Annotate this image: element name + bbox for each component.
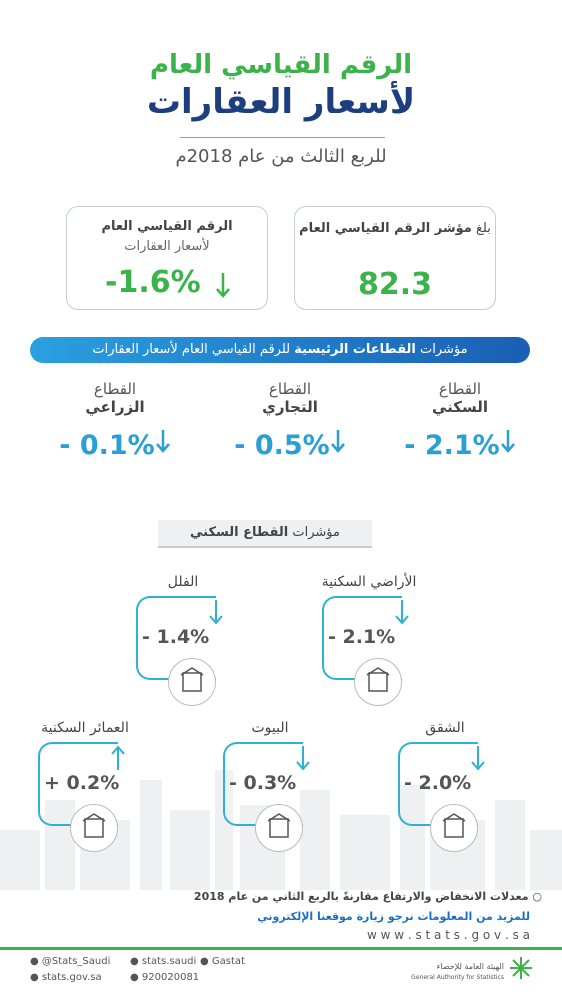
title-line1: الرقم القياسي العام	[149, 50, 413, 80]
down-arrow	[500, 430, 515, 453]
down-arrow	[209, 600, 223, 625]
index-card: بلغ مؤشر الرقم القياسي العام 82.3	[294, 206, 496, 310]
card-value: 82.3	[357, 267, 433, 302]
sector-value: - 0.1%	[40, 428, 190, 461]
sector-line1: القطاع	[93, 380, 137, 398]
down-arrow	[395, 600, 409, 625]
item-label: الأراضي السكنية	[321, 574, 417, 590]
item-value: - 1.4%	[142, 626, 210, 648]
sectors-banner: مؤشرات القطاعات الرئيسية للرقم القياسي ا…	[30, 337, 530, 363]
residential-item: الأراضي السكنية - 2.1%	[314, 574, 424, 724]
banner-prefix: مؤشرات	[420, 342, 468, 357]
building-icon	[180, 667, 204, 692]
subtitle: للربع الثالث من عام 2018م	[175, 146, 387, 167]
residential-header: مؤشرات القطاع السكني	[158, 520, 372, 548]
sector: القطاع التجاري - 0.5%	[215, 380, 365, 461]
footer-more: للمزيد من المعلومات نرجو زيارة موقعنا ال…	[257, 910, 530, 923]
item-icon	[430, 804, 478, 852]
building-icon	[442, 813, 466, 838]
footer-note: ○ معدلات الانخفاض والارتفاع مقارنةً بالر…	[193, 890, 542, 903]
contact: ● 920020081	[130, 972, 200, 983]
footer-rule	[0, 947, 562, 950]
down-arrow	[216, 273, 230, 298]
item-icon	[255, 804, 303, 852]
item-label: الفلل	[167, 574, 199, 590]
footer-url: w w w . s t a t s . g o v . s a	[366, 928, 530, 942]
residential-item: العمائر السكنية + 0.2%	[30, 720, 140, 870]
contact: ● Gastat	[200, 956, 245, 967]
sector-line2: التجاري	[262, 398, 318, 416]
divider	[180, 137, 385, 138]
item-label: الشقق	[425, 720, 465, 736]
sector-value-text: - 2.1%	[404, 430, 500, 461]
sector-value-text: - 0.5%	[234, 430, 330, 461]
logo-ar: الهيئة العامة للإحصاء	[436, 962, 504, 971]
card-label: الرقم القياسي العام	[101, 219, 233, 234]
sector-value: - 2.1%	[385, 428, 535, 461]
card-value: -1.6%	[105, 265, 201, 300]
residential-item: البيوت - 0.3%	[215, 720, 325, 870]
down-arrow	[296, 746, 310, 771]
card-label: بلغ مؤشر الرقم القياسي العام	[295, 219, 495, 239]
building-icon	[267, 813, 291, 838]
residential-item: الشقق - 2.0%	[390, 720, 500, 870]
banner-bold: القطاعات الرئيسية	[294, 342, 416, 357]
card-prefix: بلغ	[475, 221, 491, 236]
building-icon	[82, 813, 106, 838]
item-value: + 0.2%	[44, 772, 120, 794]
item-label: العمائر السكنية	[41, 720, 129, 736]
sector-line1: القطاع	[268, 380, 312, 398]
header-prefix: مؤشرات	[292, 525, 340, 540]
up-arrow	[111, 745, 125, 770]
sector-value-text: - 0.1%	[59, 430, 155, 461]
contact-text: @Stats_Saudi	[41, 956, 111, 967]
contact: ● stats.saudi	[130, 956, 197, 967]
title-line2: لأسعار العقارات	[146, 82, 416, 122]
residential-item: الفلل - 1.4%	[128, 574, 238, 724]
contact: ● stats.gov.sa	[30, 972, 102, 983]
item-icon	[354, 658, 402, 706]
logo-en: General Authority for Statistics	[411, 974, 504, 981]
card-sublabel: لأسعار العقارات	[124, 239, 210, 254]
header-bold: القطاع السكني	[190, 525, 289, 540]
item-value: - 0.3%	[229, 772, 297, 794]
sector-value: - 0.5%	[215, 428, 365, 461]
sector-line1: القطاع	[438, 380, 482, 398]
contact-text: stats.saudi	[141, 956, 197, 967]
note-text: معدلات الانخفاض والارتفاع مقارنةً بالربع…	[193, 890, 529, 903]
contact-text: stats.gov.sa	[41, 972, 102, 983]
down-arrow	[471, 746, 485, 771]
change-card: الرقم القياسي العام لأسعار العقارات -1.6…	[66, 206, 268, 310]
item-icon	[168, 658, 216, 706]
item-icon	[70, 804, 118, 852]
contact-text: 920020081	[141, 972, 200, 983]
item-value: - 2.0%	[404, 772, 472, 794]
building-icon	[366, 667, 390, 692]
sector-line2: السكني	[431, 398, 489, 416]
item-label: البيوت	[251, 720, 289, 736]
down-arrow	[155, 430, 170, 453]
item-value: - 2.1%	[328, 626, 396, 648]
sector: القطاع الزراعي - 0.1%	[40, 380, 190, 461]
banner-suffix: للرقم القياسي العام لأسعار العقارات	[92, 342, 291, 357]
contact: ● @Stats_Saudi	[30, 956, 111, 967]
contact-text: Gastat	[211, 956, 245, 967]
logo-mark	[510, 957, 532, 979]
sector-line2: الزراعي	[85, 398, 145, 416]
sector: القطاع السكني - 2.1%	[385, 380, 535, 461]
down-arrow	[330, 430, 345, 453]
card-label-bold: مؤشر الرقم القياسي العام	[299, 221, 472, 236]
